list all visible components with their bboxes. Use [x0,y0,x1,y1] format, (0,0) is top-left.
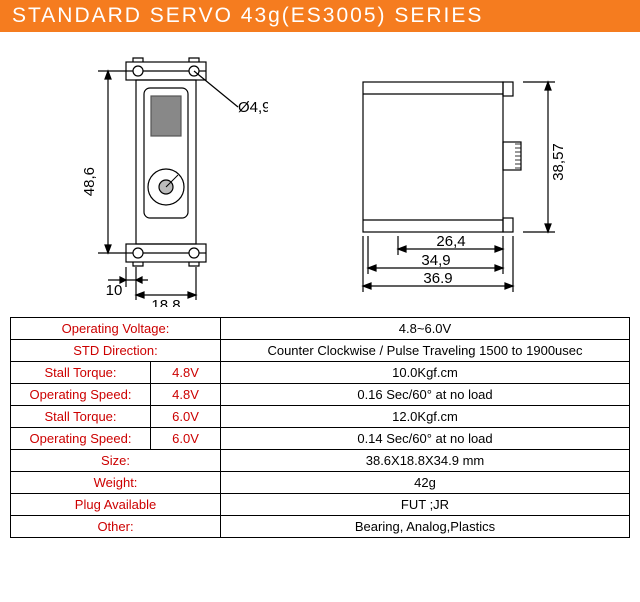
spec-value: 0.16 Sec/60° at no load [221,384,630,406]
table-row: Other:Bearing, Analog,Plastics [11,516,630,538]
table-row: Operating Voltage:4.8~6.0V [11,318,630,340]
spec-value: Counter Clockwise / Pulse Traveling 1500… [221,340,630,362]
dim-hole-dia: Ø4,9 [238,99,268,116]
side-view-drawing: 38,57 26,4 34,9 36.9 [323,52,603,307]
spec-label: Weight: [11,472,221,494]
table-row: Operating Speed:6.0V0.14 Sec/60° at no l… [11,428,630,450]
spec-label: STD Direction: [11,340,221,362]
table-row: Operating Speed:4.8V0.16 Sec/60° at no l… [11,384,630,406]
dim-offset: 10 [105,282,122,299]
spec-value: 38.6X18.8X34.9 mm [221,450,630,472]
table-row: Weight:42g [11,472,630,494]
table-row: Plug AvailableFUT ;JR [11,494,630,516]
dim-height: 48,6 [81,167,98,196]
table-row: Stall Torque:4.8V10.0Kgf.cm [11,362,630,384]
spec-value: 42g [221,472,630,494]
series-header: STANDARD SERVO 43g(ES3005) SERIES [0,0,640,32]
spec-label: Plug Available [11,494,221,516]
dim-w3: 36.9 [423,270,452,287]
spec-label: Stall Torque: [11,362,151,384]
spec-table: Operating Voltage:4.8~6.0VSTD Direction:… [10,317,630,538]
spec-label: Operating Speed: [11,384,151,406]
spec-value: 12.0Kgf.cm [221,406,630,428]
dim-w2: 34,9 [421,252,450,269]
spec-label: Stall Torque: [11,406,151,428]
spec-value: 0.14 Sec/60° at no load [221,428,630,450]
spec-label: Operating Voltage: [11,318,221,340]
table-row: STD Direction:Counter Clockwise / Pulse … [11,340,630,362]
spec-value: 10.0Kgf.cm [221,362,630,384]
dim-width: 18,8 [151,297,180,307]
spec-value: 4.8~6.0V [221,318,630,340]
table-row: Size:38.6X18.8X34.9 mm [11,450,630,472]
spec-voltage: 4.8V [151,362,221,384]
spec-value: Bearing, Analog,Plastics [221,516,630,538]
spec-voltage: 4.8V [151,384,221,406]
spec-value: FUT ;JR [221,494,630,516]
spec-label: Size: [11,450,221,472]
dim-w1: 26,4 [436,233,465,250]
technical-drawings: 48,6 Ø4,9 10 18,8 [0,32,640,317]
table-row: Stall Torque:6.0V12.0Kgf.cm [11,406,630,428]
dim-side-height: 38,57 [550,143,567,181]
spec-voltage: 6.0V [151,428,221,450]
spec-label: Operating Speed: [11,428,151,450]
spec-voltage: 6.0V [151,406,221,428]
front-view-drawing: 48,6 Ø4,9 10 18,8 [38,52,268,307]
spec-label: Other: [11,516,221,538]
